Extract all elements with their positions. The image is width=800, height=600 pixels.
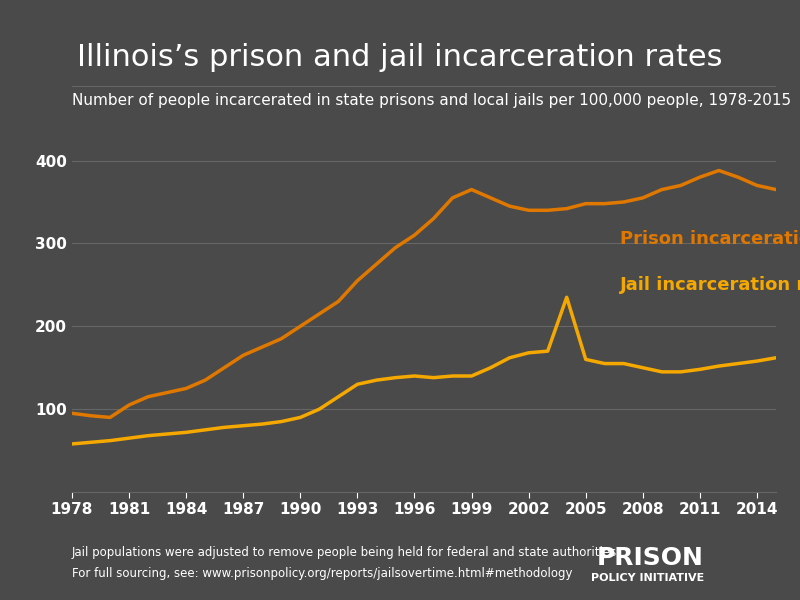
Text: POLICY INITIATIVE: POLICY INITIATIVE xyxy=(590,573,704,583)
Text: Jail populations were adjusted to remove people being held for federal and state: Jail populations were adjusted to remove… xyxy=(72,546,621,559)
Text: For full sourcing, see: www.prisonpolicy.org/reports/jailsovertime.html#methodol: For full sourcing, see: www.prisonpolicy… xyxy=(72,567,573,580)
Text: PRISON: PRISON xyxy=(597,546,704,570)
Text: Illinois’s prison and jail incarceration rates: Illinois’s prison and jail incarceration… xyxy=(78,43,722,72)
Text: Jail incarceration rate: Jail incarceration rate xyxy=(620,276,800,294)
Text: Prison incarceration rate: Prison incarceration rate xyxy=(620,230,800,248)
Text: Number of people incarcerated in state prisons and local jails per 100,000 peopl: Number of people incarcerated in state p… xyxy=(72,93,791,108)
